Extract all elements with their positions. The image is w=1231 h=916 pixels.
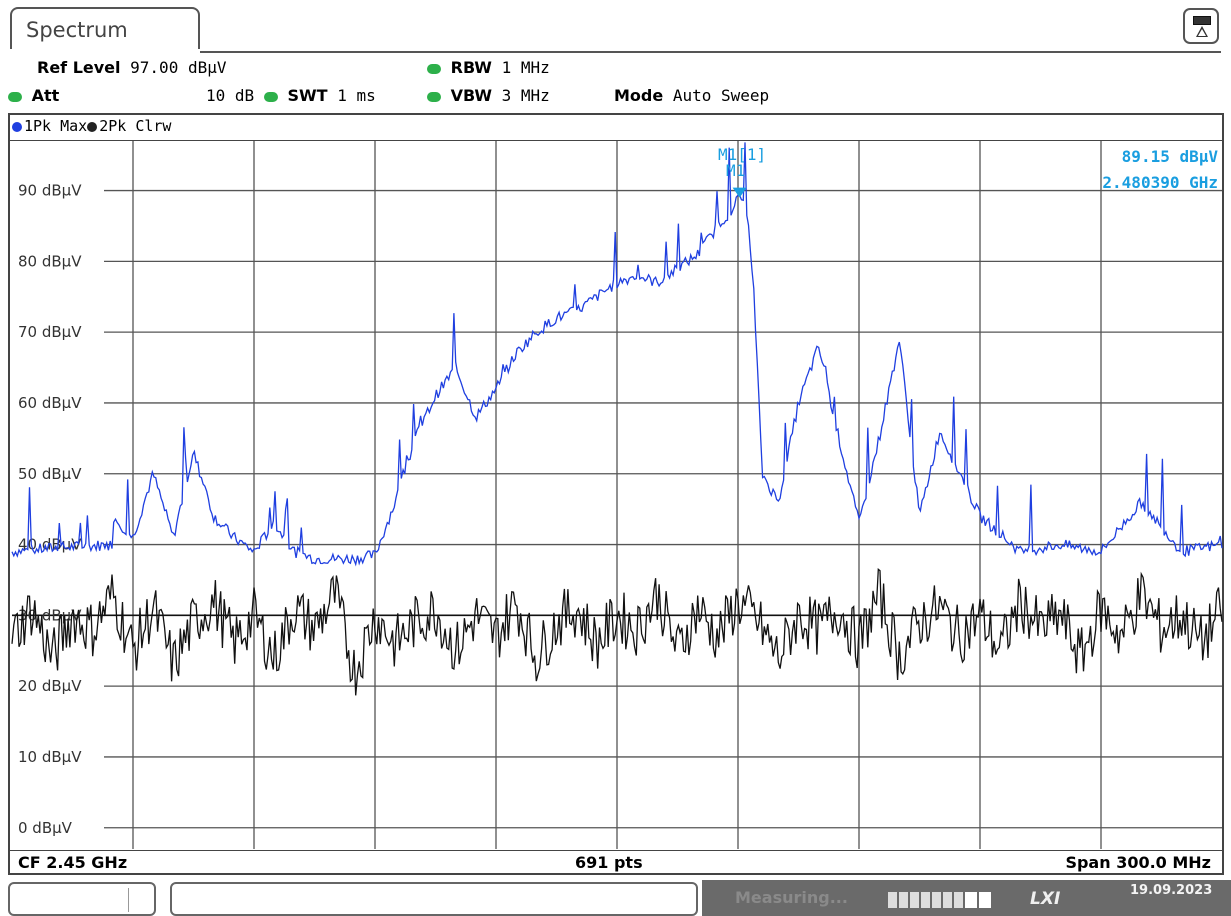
rbw-value: 1 MHz xyxy=(501,58,550,77)
rbw-label: RBW xyxy=(450,58,492,77)
trace2-dot-icon xyxy=(87,121,98,132)
trace-legend: 1Pk Max 2Pk Clrw xyxy=(12,117,171,135)
trace2-label: 2Pk Clrw xyxy=(99,117,172,135)
progress-indicator xyxy=(888,892,1008,908)
att-indicator-icon xyxy=(8,91,22,102)
span-value: Span 300.0 MHz xyxy=(1065,853,1211,872)
y-tick-label: 50 dBµV xyxy=(18,465,82,483)
marker-triangle-icon[interactable] xyxy=(732,187,747,198)
y-tick-label: 20 dBµV xyxy=(18,677,82,695)
diagram-panel xyxy=(8,113,1224,875)
swt-value: 1 ms xyxy=(337,86,376,105)
vbw-param: VBW 3 MHz xyxy=(427,86,550,105)
y-tick-label: 80 dBµV xyxy=(18,252,82,270)
marker-label: M1 xyxy=(726,161,745,180)
status-date: 19.09.2023 xyxy=(1130,883,1213,898)
window-icon xyxy=(1193,16,1211,25)
rbw-param: RBW 1 MHz xyxy=(427,58,550,77)
marker-level: 89.15 dBµV xyxy=(1122,147,1219,166)
y-tick-label: 60 dBµV xyxy=(18,394,82,412)
input-field[interactable] xyxy=(170,882,698,916)
att-param: Att xyxy=(8,86,59,105)
marker-name: M1[1] xyxy=(718,145,766,164)
att-label: Att xyxy=(31,86,60,105)
traces xyxy=(11,142,1223,696)
swt-label: SWT xyxy=(287,86,328,105)
grid xyxy=(12,141,1222,849)
vbw-value: 3 MHz xyxy=(501,86,550,105)
y-tick-label: 90 dBµV xyxy=(18,182,82,200)
marker-frequency: 2.480390 GHz xyxy=(1102,173,1218,192)
y-tick-label: 10 dBµV xyxy=(18,748,82,766)
sweep-points: 691 pts xyxy=(575,853,643,872)
center-frequency: CF 2.45 GHz xyxy=(18,853,128,872)
swt-indicator-icon xyxy=(263,91,278,102)
att-swt-param: 10 dB SWT 1 ms xyxy=(206,86,376,105)
tab-title: Spectrum xyxy=(26,18,128,42)
rbw-indicator-icon xyxy=(427,63,441,74)
softkey-left[interactable] xyxy=(8,882,156,916)
vbw-indicator-icon xyxy=(427,91,441,102)
mode-label: Mode xyxy=(614,86,664,105)
y-tick-label: 0 dBµV xyxy=(18,819,73,837)
mode-value: Auto Sweep xyxy=(672,86,770,105)
trace-2 xyxy=(11,567,1223,696)
ref-level-param: Ref Level 97.00 dBµV xyxy=(37,58,226,77)
trace1-dot-icon xyxy=(12,121,22,132)
spectrum-tab[interactable]: Spectrum xyxy=(10,7,200,49)
y-tick-label: 30 dBµV xyxy=(18,606,82,624)
att-value: 10 dB xyxy=(206,86,255,105)
ref-level-value: 97.00 dBµV xyxy=(130,58,227,77)
y-tick-label: 70 dBµV xyxy=(18,323,82,341)
trace1-label: 1Pk Max xyxy=(24,117,88,135)
lxi-logo: LXI xyxy=(1030,889,1061,909)
trace-1 xyxy=(11,142,1223,567)
mode-param: Mode Auto Sweep xyxy=(614,86,769,105)
display-config-button[interactable] xyxy=(1183,8,1219,44)
marker-group: M1[1] M1 89.15 dBµV 2.480390 GHz xyxy=(718,145,1218,198)
vbw-label: VBW xyxy=(450,86,492,105)
ref-level-label: Ref Level xyxy=(37,58,121,77)
measuring-status: Measuring... xyxy=(735,888,848,907)
tab-underline xyxy=(200,51,1221,53)
